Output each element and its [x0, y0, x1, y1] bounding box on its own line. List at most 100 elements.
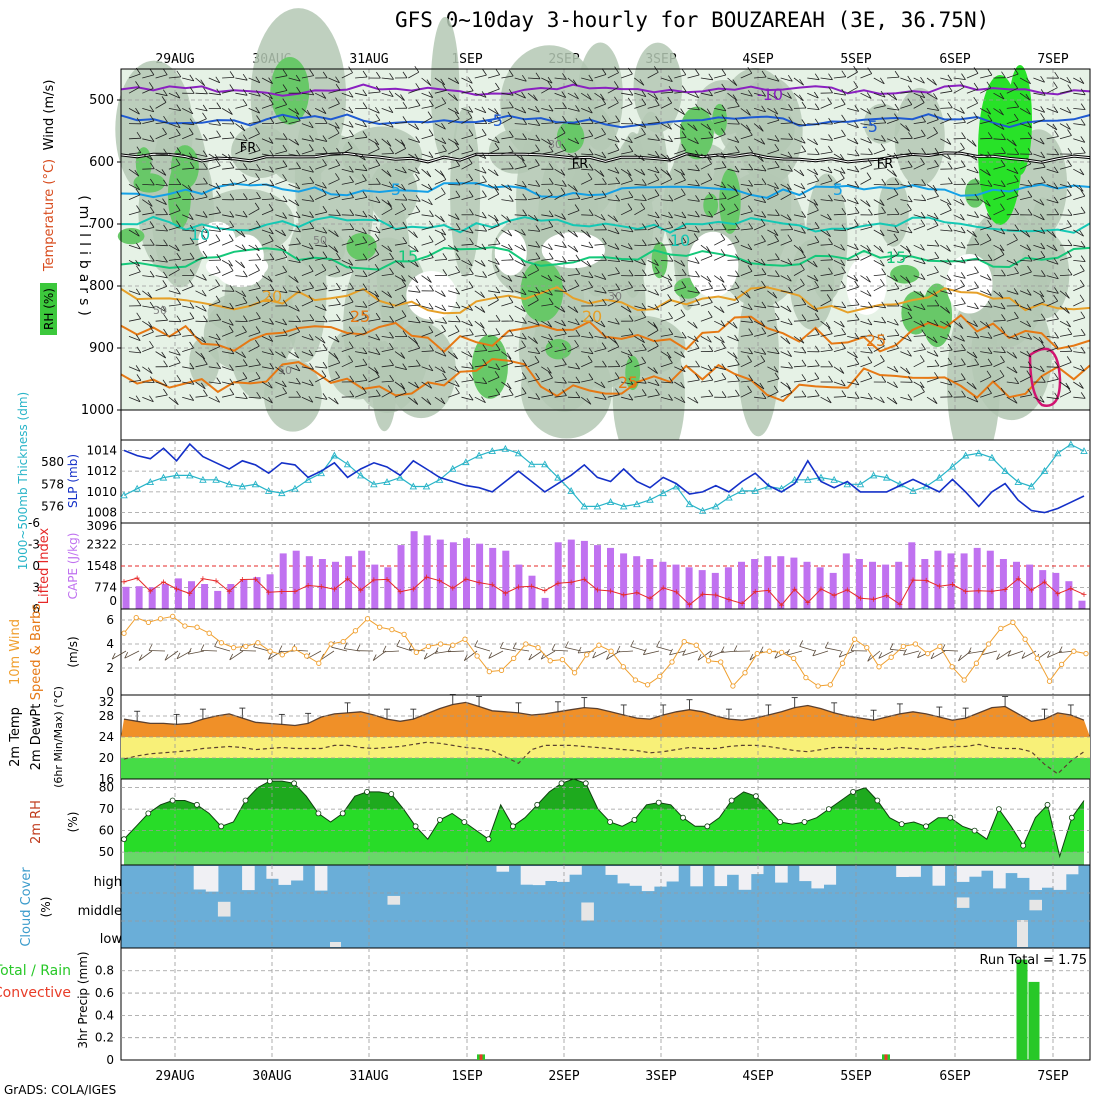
- wind-barb: [820, 320, 831, 329]
- wind-barb-flag: [202, 150, 208, 157]
- wind-barb-flag: [429, 284, 434, 292]
- wind-barb: [820, 396, 832, 404]
- wind-barb-flag: [588, 129, 594, 137]
- wind-barb: [447, 138, 459, 146]
- wind-barb: [514, 305, 526, 312]
- wind-barb-flag: [561, 319, 566, 327]
- wind-barb-flag: [828, 360, 833, 368]
- wind-barb: [607, 149, 620, 155]
- wind-barb: [1059, 108, 1072, 114]
- wind-barb: [527, 138, 540, 142]
- wind-barb: [1073, 300, 1085, 307]
- wind-barb: [926, 108, 939, 111]
- wind-marker: [657, 673, 663, 680]
- precip-grid: [121, 948, 1090, 1060]
- li-marker: [542, 588, 548, 594]
- wind-barb: [448, 305, 461, 309]
- wind-barb: [315, 257, 327, 261]
- wind-barb: [341, 135, 354, 140]
- wind-barb: [474, 260, 486, 267]
- wind-barb: [155, 394, 168, 398]
- wind-barb-flag: [1066, 385, 1072, 393]
- wind-barb-flag: [774, 143, 780, 151]
- wind-barb-flag: [176, 287, 181, 295]
- wind-barb-flag: [322, 159, 327, 166]
- surface-barb-flag: [138, 654, 143, 661]
- wind-barb-flag: [827, 97, 832, 104]
- cloud-cell-high: [981, 866, 994, 871]
- wind-barb: [647, 214, 660, 219]
- wind-barb-flag: [814, 174, 820, 182]
- surface-barb: [812, 650, 829, 657]
- wind-marker: [1046, 678, 1053, 684]
- wind-barb-flag: [773, 93, 779, 100]
- wind-barb-flag: [389, 374, 395, 382]
- wind-barb: [674, 137, 687, 140]
- contour-label: 50: [278, 364, 292, 377]
- wind-barb-flag: [615, 388, 620, 395]
- wind-barb: [408, 396, 419, 405]
- li-marker: [897, 601, 903, 607]
- wind-barb-flag: [535, 252, 541, 259]
- wind-barb: [807, 319, 820, 322]
- wind-barb-flag: [509, 101, 514, 108]
- wind-barb: [594, 243, 607, 246]
- wind-marker: [864, 644, 870, 651]
- thickness-marker: [264, 486, 273, 494]
- cloud-cell-high: [1065, 866, 1079, 875]
- wind-barb: [487, 108, 499, 115]
- wind-barb: [634, 199, 647, 201]
- wind-barb-flag: [535, 144, 540, 151]
- wind-barb-flag: [588, 271, 594, 278]
- wind-barb: [248, 364, 261, 368]
- wind-barb: [580, 92, 592, 101]
- wind-barb: [447, 92, 458, 102]
- wind-barb: [714, 289, 727, 292]
- wind-barb-flag: [907, 350, 912, 357]
- wind-barb: [660, 77, 673, 82]
- wind-barb: [793, 256, 806, 261]
- wind-barb: [873, 199, 885, 206]
- wind-barb-flag: [707, 153, 712, 161]
- cape-bar: [594, 545, 601, 609]
- wind-barb-flag: [706, 123, 712, 131]
- wind-barb-flag: [229, 347, 235, 355]
- wind-barb: [261, 396, 273, 404]
- wind-barb-flag: [267, 275, 273, 283]
- wind-barb-flag: [747, 385, 752, 393]
- wind-marker: [255, 640, 261, 646]
- wind-barb: [1073, 168, 1085, 176]
- wind-barb: [554, 364, 567, 368]
- wind-barb: [168, 123, 181, 129]
- wind-barb-flag: [773, 385, 779, 393]
- wind-barb: [487, 299, 499, 307]
- wind-barb: [541, 320, 552, 328]
- wind-barb-flag: [615, 177, 621, 184]
- wind-barb: [155, 319, 168, 322]
- li-marker: [187, 591, 193, 597]
- wind-barb-flag: [349, 191, 354, 198]
- wind-barb: [434, 229, 446, 236]
- rh2m-tick: 60: [99, 824, 114, 838]
- surface-barb-flag: [565, 641, 569, 648]
- wind-barb-flag: [680, 188, 686, 195]
- wind-barb: [780, 275, 792, 282]
- thickness-marker: [212, 475, 220, 483]
- wind-barb-flag: [628, 136, 633, 143]
- wind-barb-flag: [933, 126, 938, 134]
- wind-barb: [222, 137, 235, 140]
- wind-barb: [1033, 138, 1045, 145]
- wind-barb: [408, 71, 419, 79]
- wind-barb: [1020, 394, 1032, 398]
- wind-barb: [966, 244, 979, 246]
- cloud-cell-high: [666, 866, 679, 882]
- wind-barb-flag: [800, 263, 805, 270]
- wind-barb-flag: [894, 208, 900, 215]
- rh2m-marker: [801, 819, 808, 825]
- wind-barb-flag: [280, 368, 286, 375]
- wind-barb-flag: [801, 390, 807, 397]
- wind-barb: [727, 106, 740, 109]
- wind-barb: [780, 168, 793, 172]
- wind-barb: [142, 346, 154, 352]
